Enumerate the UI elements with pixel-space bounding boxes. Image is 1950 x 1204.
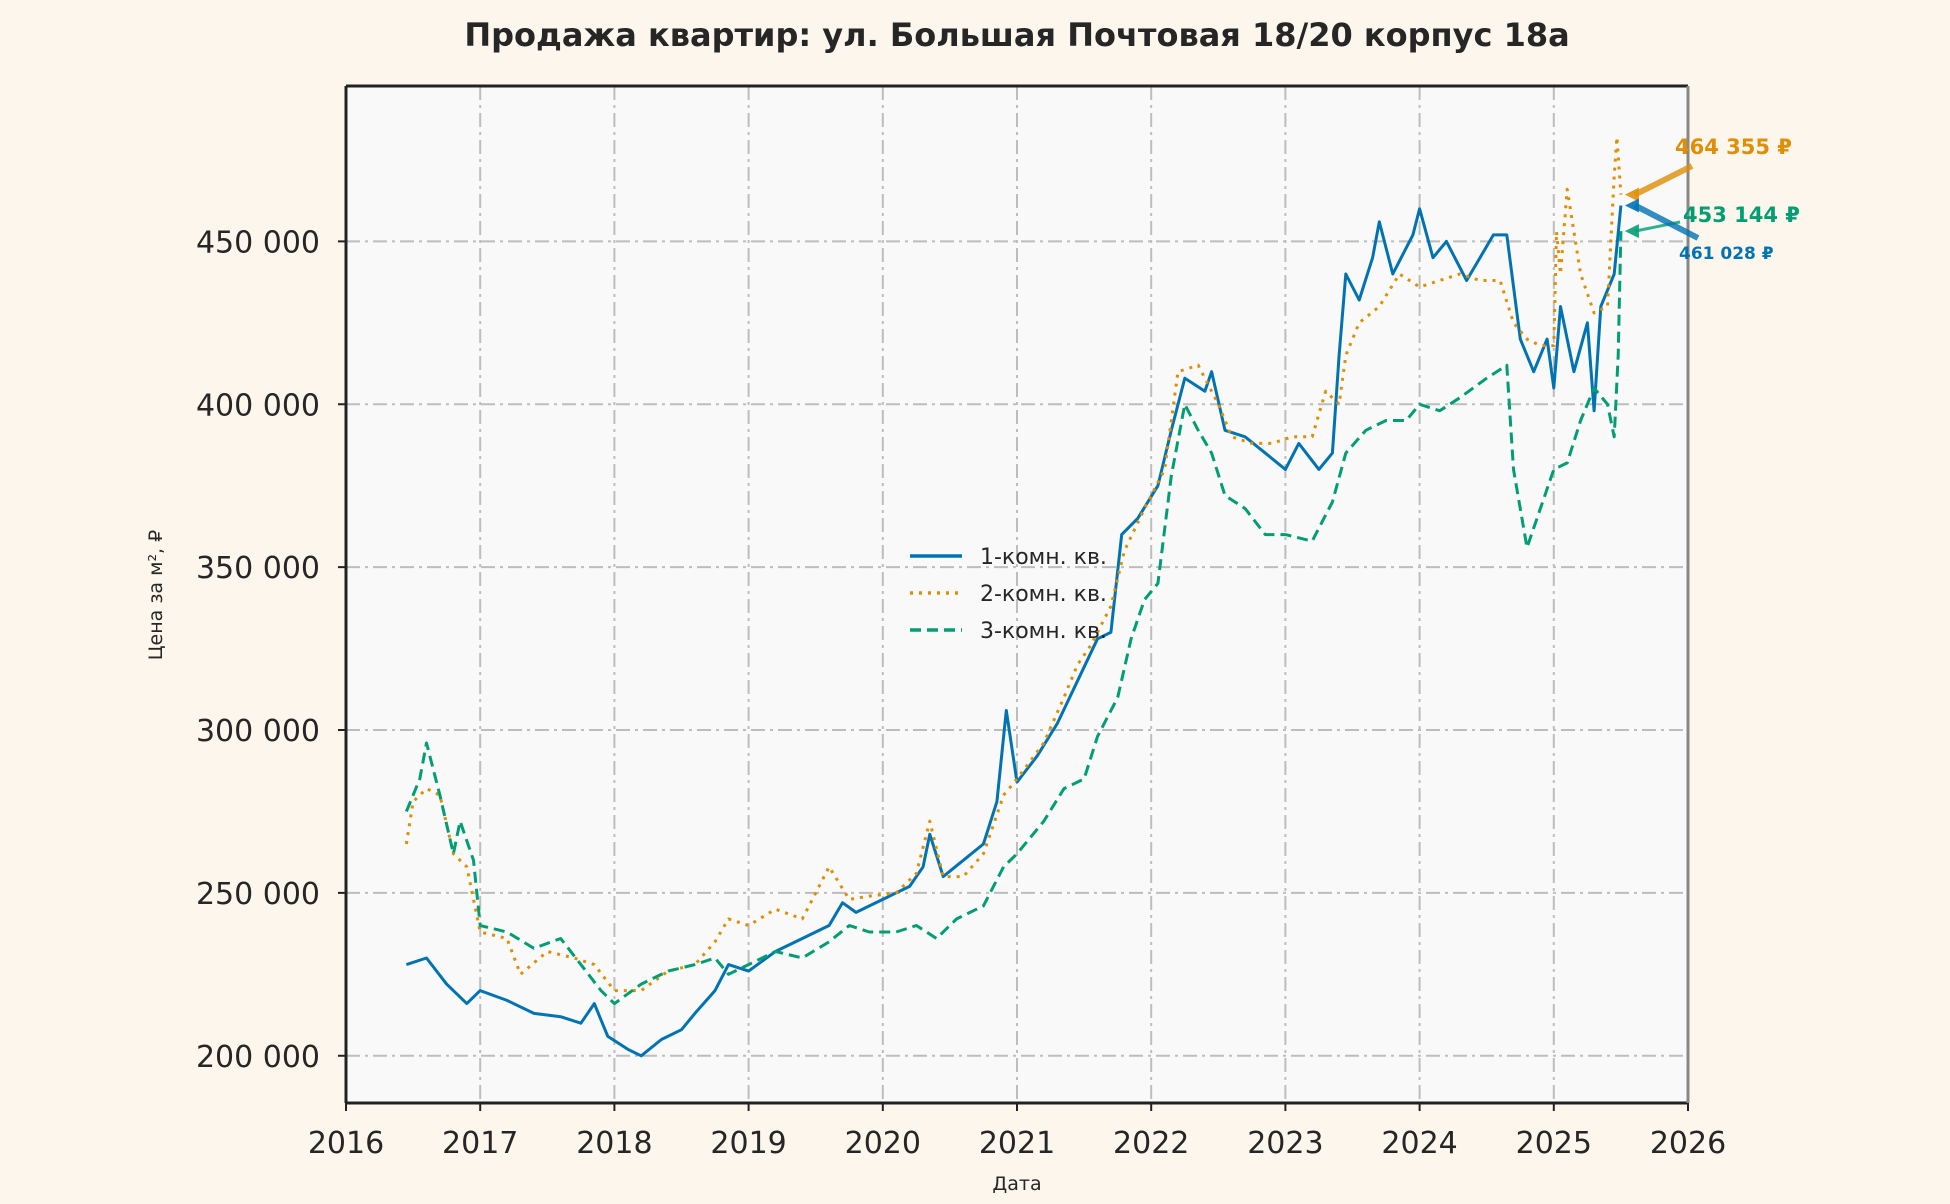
- x-tick-label: 2021: [979, 1126, 1055, 1161]
- x-tick-label: 2022: [1113, 1126, 1189, 1161]
- annotation-arrow: [1633, 202, 1700, 241]
- x-tick-label: 2018: [576, 1126, 652, 1161]
- annotation-label: 461 028 ₽: [1679, 244, 1774, 264]
- x-tick-label: 2026: [1650, 1126, 1726, 1161]
- y-tick-label: 300 000: [196, 714, 320, 749]
- chart-title: Продажа квартир: ул. Большая Почтовая 18…: [464, 16, 1569, 54]
- annotation-label: 464 355 ₽: [1675, 135, 1792, 159]
- annotation-arrowhead: [1624, 224, 1639, 239]
- y-tick-label: 400 000: [196, 388, 320, 423]
- y-tick-label: 450 000: [196, 225, 320, 260]
- x-tick-label: 2024: [1381, 1126, 1457, 1161]
- series-lines: [404, 135, 1623, 1058]
- legend-label-2: 2-комн. кв.: [980, 582, 1107, 607]
- x-tick-label: 2019: [710, 1126, 786, 1161]
- legend: 1-комн. кв. 2-комн. кв. 3-комн. кв.: [910, 545, 1107, 644]
- annotation-arrowhead: [1624, 187, 1639, 202]
- x-tick-label: 2016: [308, 1126, 384, 1161]
- x-tick-label: 2023: [1247, 1126, 1323, 1161]
- x-tick-label: 2017: [442, 1126, 518, 1161]
- x-axis-label: Дата: [992, 1173, 1041, 1195]
- y-axis-label: Цена за м², ₽: [145, 530, 167, 660]
- legend-label-3: 3-комн. кв.: [980, 619, 1107, 644]
- y-tick-label: 350 000: [196, 551, 320, 586]
- x-tick-label: 2025: [1516, 1126, 1592, 1161]
- y-tick-label: 200 000: [196, 1040, 320, 1075]
- x-tick-label: 2020: [845, 1126, 921, 1161]
- annotation-label: 453 144 ₽: [1683, 203, 1800, 227]
- annotations: 464 355 ₽ 453 144 ₽ 461 028 ₽: [1624, 135, 1800, 264]
- y-tick-label: 250 000: [196, 877, 320, 912]
- series-line-3: [405, 231, 1623, 1006]
- ticks: 2016 2017 2018 2019 2020 2021 2022 2023 2024 2025…: [196, 225, 1726, 1161]
- legend-label-1: 1-комн. кв.: [980, 545, 1107, 570]
- annotation-arrowhead: [1624, 198, 1639, 213]
- series-line-1: [405, 205, 1623, 1058]
- annotation-arrow: [1633, 163, 1694, 198]
